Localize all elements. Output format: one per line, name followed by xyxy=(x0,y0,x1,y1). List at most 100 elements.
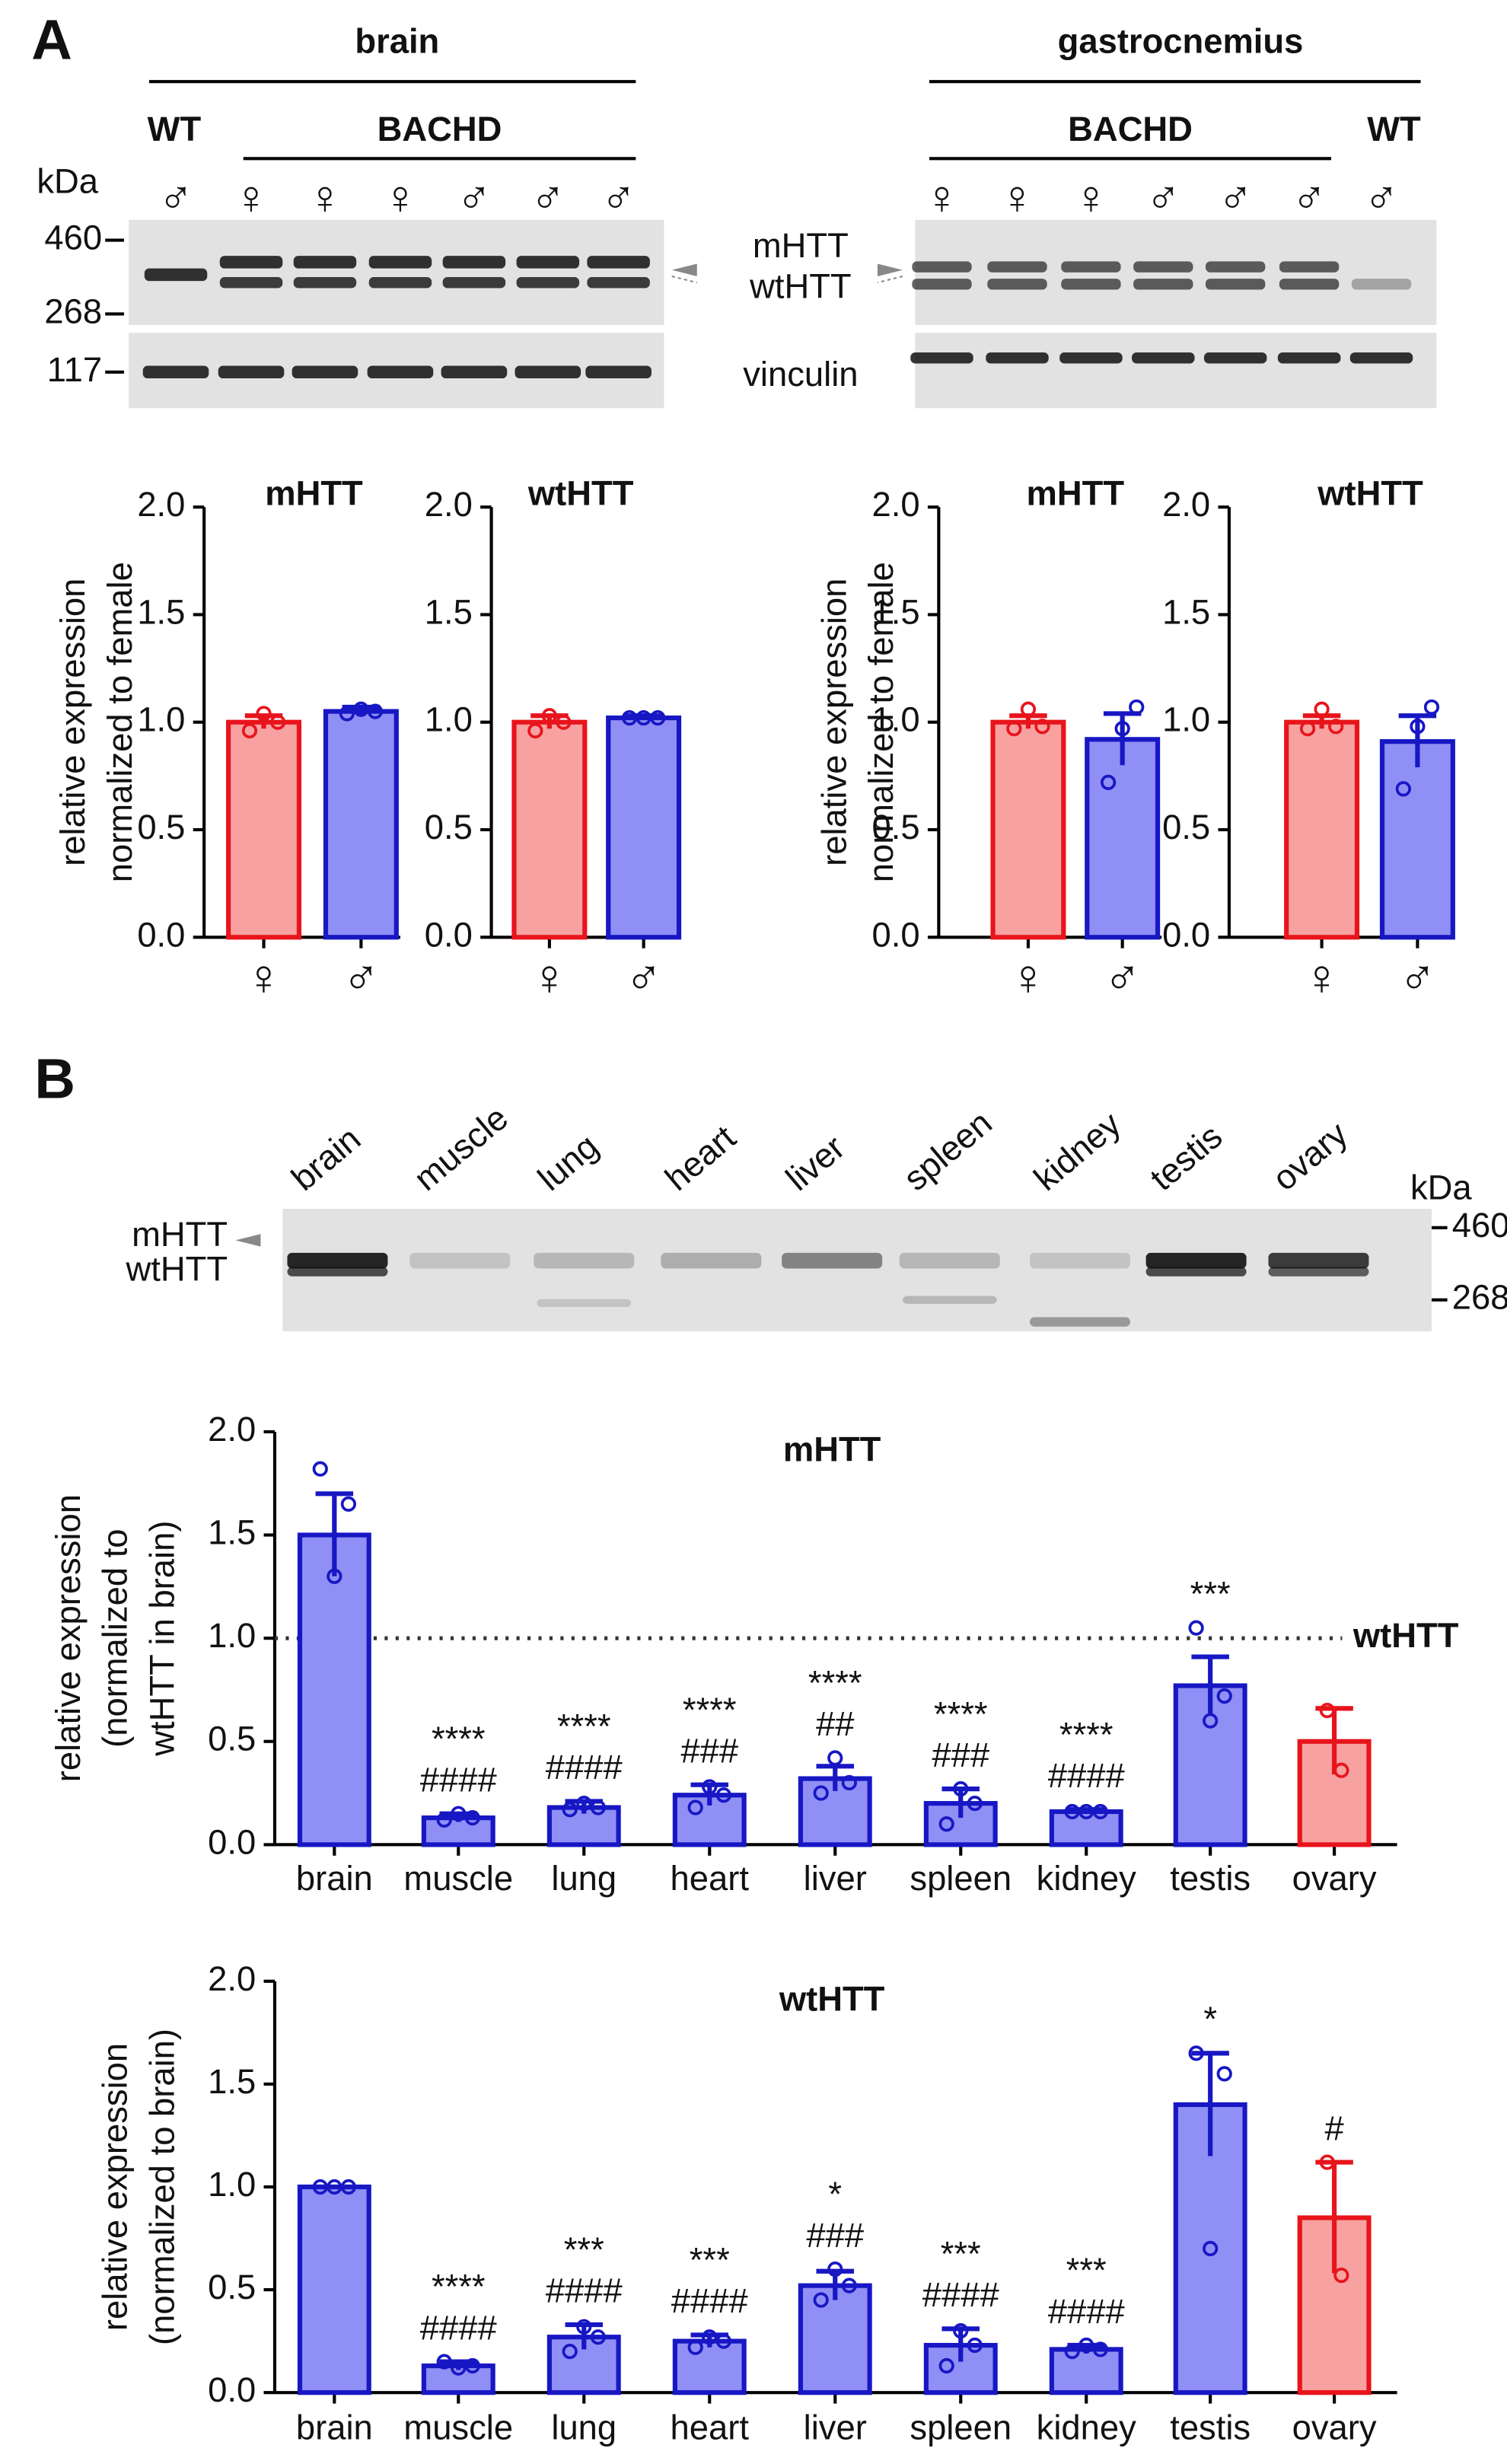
lane-label: liver xyxy=(779,1127,852,1198)
data-point xyxy=(1319,1702,1335,1719)
significance: **** xyxy=(432,2268,486,2306)
x-tick-label: ♀ xyxy=(530,948,569,1005)
x-tick-label: ♀ xyxy=(245,948,283,1005)
bar xyxy=(990,719,1066,940)
sex-label: ♀ xyxy=(234,171,269,224)
band xyxy=(409,1252,511,1269)
band xyxy=(1268,1267,1369,1277)
significance: *** xyxy=(941,2235,981,2274)
data-point xyxy=(1129,699,1145,716)
x-tick-label: ♂ xyxy=(1104,948,1141,1005)
band xyxy=(1277,352,1341,364)
band xyxy=(287,1267,388,1277)
y-tick-label: 0.5 xyxy=(208,1720,256,1758)
y-axis-label: (normalized to xyxy=(96,1528,135,1747)
data-point xyxy=(715,2333,731,2349)
sex-label: ♂ xyxy=(158,171,193,224)
data-point xyxy=(436,2354,452,2370)
band xyxy=(1029,1252,1130,1269)
band xyxy=(368,256,432,269)
tissue-label: brain xyxy=(355,22,439,61)
blot xyxy=(129,219,664,325)
band xyxy=(987,261,1047,273)
group-label: WT xyxy=(1367,110,1421,148)
sex-label: ♀ xyxy=(999,171,1034,224)
chart-title: wtHTT xyxy=(1317,474,1423,513)
x-tick-label: ♀ xyxy=(1303,948,1340,1005)
y-axis-label: wtHTT in brain) xyxy=(143,1521,182,1757)
band xyxy=(912,279,972,290)
band xyxy=(1279,261,1340,273)
blot xyxy=(915,333,1437,409)
data-point xyxy=(576,2319,592,2335)
error-bar xyxy=(1398,713,1437,768)
y-axis-label: (normalized to brain) xyxy=(143,2029,182,2345)
y-tick-label: 0.5 xyxy=(872,808,920,846)
band xyxy=(1203,352,1267,364)
y-tick-label: 1.5 xyxy=(208,1513,256,1552)
y-axis-label: relative expression xyxy=(814,579,853,866)
significance: **** xyxy=(557,1707,611,1746)
significance: # xyxy=(1324,2109,1343,2147)
y-tick-label: 0.5 xyxy=(208,2268,256,2306)
band xyxy=(534,1252,635,1269)
bar xyxy=(1284,719,1360,940)
bar xyxy=(1049,2347,1123,2395)
band xyxy=(1279,279,1340,290)
error-bar xyxy=(941,1787,980,1819)
data-point xyxy=(953,1781,969,1797)
band xyxy=(1061,261,1121,273)
x-tick-label: ♀ xyxy=(1009,948,1047,1005)
data-point xyxy=(312,2179,328,2195)
data-point xyxy=(451,1806,467,1822)
data-point xyxy=(1395,781,1411,797)
data-point xyxy=(269,714,286,730)
significance: **** xyxy=(683,1691,737,1729)
sex-label: ♂ xyxy=(1292,171,1327,224)
x-tick-label: spleen xyxy=(910,1859,1012,1898)
data-point xyxy=(464,1810,480,1826)
data-point xyxy=(938,2357,954,2374)
error-bar xyxy=(816,1764,854,1791)
data-point xyxy=(339,706,355,722)
data-point xyxy=(702,2329,718,2345)
chart-title: wtHTT xyxy=(527,474,634,513)
data-point xyxy=(1101,774,1117,790)
band xyxy=(587,277,650,288)
data-point xyxy=(953,2322,969,2339)
significance: #### xyxy=(420,1760,497,1799)
band xyxy=(537,1299,632,1307)
x-tick-label: brain xyxy=(296,2408,373,2447)
data-point xyxy=(1203,2240,1219,2257)
lane-label: spleen xyxy=(897,1103,999,1198)
y-tick-label: 1.0 xyxy=(1162,700,1210,739)
band-label: mHTT xyxy=(753,226,849,265)
y-tick-label: 2.0 xyxy=(137,485,185,524)
band xyxy=(899,1252,1000,1269)
y-axis-label: normalized to female xyxy=(862,562,900,882)
marker-dash xyxy=(1431,1226,1448,1302)
group-label: BACHD xyxy=(378,110,502,148)
data-point xyxy=(1423,699,1440,716)
y-tick-label: 1.0 xyxy=(425,700,473,739)
significance: #### xyxy=(1048,1756,1125,1795)
x-tick-label: ♂ xyxy=(1399,948,1436,1005)
sex-label: ♂ xyxy=(1218,171,1253,224)
bar xyxy=(323,709,399,940)
x-tick-label: lung xyxy=(551,2408,616,2447)
data-point xyxy=(1092,2341,1108,2357)
marker: 268 xyxy=(44,292,102,330)
band xyxy=(585,365,652,379)
band xyxy=(515,365,581,379)
significance: * xyxy=(828,2175,842,2214)
sex-label: ♀ xyxy=(924,171,959,224)
data-point xyxy=(562,2344,578,2360)
band xyxy=(1205,261,1266,273)
data-point xyxy=(1216,1688,1232,1704)
data-point xyxy=(967,2337,983,2354)
significance: #### xyxy=(420,2308,497,2347)
y-tick-label: 1.5 xyxy=(137,592,185,631)
band-label: wtHTT xyxy=(749,266,852,305)
